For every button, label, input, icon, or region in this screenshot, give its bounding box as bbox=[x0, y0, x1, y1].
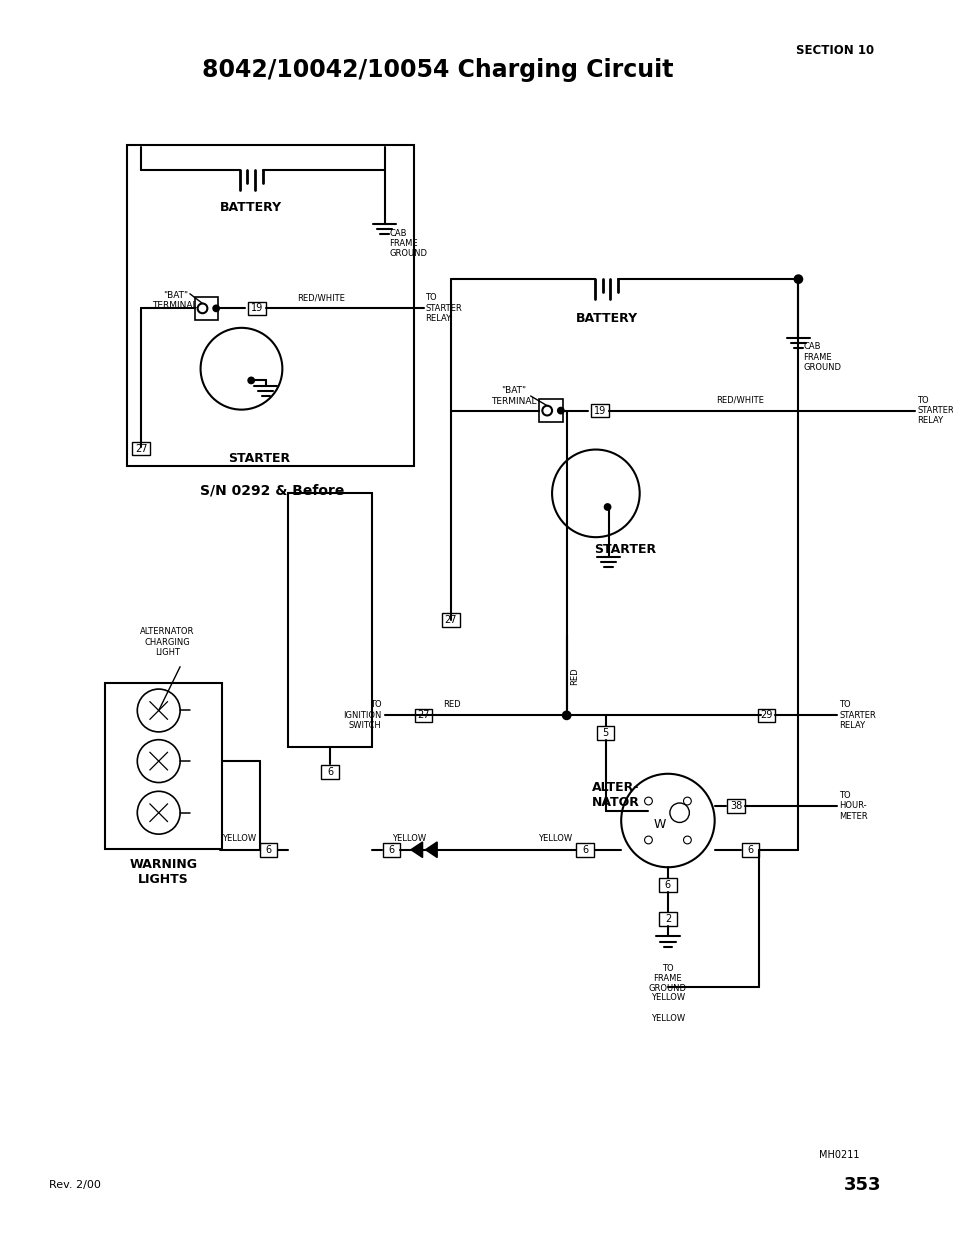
Bar bbox=[659, 878, 676, 892]
Circle shape bbox=[197, 304, 207, 314]
Bar bbox=[194, 296, 218, 320]
Circle shape bbox=[557, 406, 564, 415]
Circle shape bbox=[644, 797, 652, 805]
Text: CAB
FRAME
GROUND: CAB FRAME GROUND bbox=[802, 342, 841, 372]
Bar bbox=[288, 493, 372, 746]
Text: ALTERNATOR
CHARGING
LIGHT: ALTERNATOR CHARGING LIGHT bbox=[140, 627, 194, 657]
Text: TO
IGNITION
SWITCH: TO IGNITION SWITCH bbox=[343, 700, 381, 730]
Text: 6: 6 bbox=[664, 879, 670, 889]
Bar bbox=[127, 144, 414, 466]
Bar bbox=[105, 683, 222, 848]
Text: 38: 38 bbox=[729, 802, 741, 811]
Text: 6: 6 bbox=[747, 845, 753, 855]
Circle shape bbox=[561, 710, 571, 720]
Text: 29: 29 bbox=[760, 710, 772, 720]
Text: BATTERY: BATTERY bbox=[220, 200, 282, 214]
Circle shape bbox=[682, 797, 691, 805]
Bar bbox=[576, 844, 594, 857]
Text: CAB
FRAME
GROUND: CAB FRAME GROUND bbox=[389, 228, 427, 258]
Text: 6: 6 bbox=[265, 845, 272, 855]
Bar bbox=[591, 404, 608, 417]
Bar bbox=[415, 709, 432, 722]
Text: 19: 19 bbox=[593, 405, 605, 416]
Bar bbox=[248, 301, 266, 315]
Text: ALTER-
NATOR: ALTER- NATOR bbox=[592, 782, 639, 809]
Text: W: W bbox=[653, 818, 665, 831]
Bar bbox=[597, 726, 614, 740]
Text: 6: 6 bbox=[327, 767, 333, 777]
Text: Rev. 2/00: Rev. 2/00 bbox=[49, 1179, 100, 1189]
Circle shape bbox=[137, 689, 180, 732]
Text: TO
FRAME
GROUND: TO FRAME GROUND bbox=[648, 963, 686, 993]
Bar bbox=[382, 844, 399, 857]
Polygon shape bbox=[425, 842, 436, 857]
Text: 5: 5 bbox=[602, 727, 608, 737]
Text: 8042/10042/10054 Charging Circuit: 8042/10042/10054 Charging Circuit bbox=[202, 58, 673, 82]
Bar bbox=[757, 709, 774, 722]
Text: YELLOW: YELLOW bbox=[650, 993, 684, 1002]
Text: 2: 2 bbox=[664, 914, 670, 924]
Text: WARNING
LIGHTS: WARNING LIGHTS bbox=[130, 858, 197, 887]
Text: 27: 27 bbox=[416, 710, 430, 720]
Text: SECTION 10: SECTION 10 bbox=[796, 43, 874, 57]
Text: 19: 19 bbox=[251, 304, 263, 314]
Bar bbox=[538, 399, 562, 422]
Text: S/N 0292 & Before: S/N 0292 & Before bbox=[200, 484, 344, 498]
Text: RED: RED bbox=[570, 668, 579, 685]
Text: BATTERY: BATTERY bbox=[575, 311, 637, 325]
Circle shape bbox=[603, 503, 611, 511]
Text: RED/WHITE: RED/WHITE bbox=[716, 395, 763, 405]
Circle shape bbox=[137, 792, 180, 834]
Text: 6: 6 bbox=[388, 845, 394, 855]
Circle shape bbox=[552, 450, 639, 537]
Circle shape bbox=[620, 774, 714, 867]
Text: "BAT"
TERMINAL: "BAT" TERMINAL bbox=[152, 291, 198, 310]
Text: MH0211: MH0211 bbox=[819, 1151, 859, 1161]
Bar bbox=[726, 799, 744, 813]
Text: YELLOW: YELLOW bbox=[537, 834, 572, 844]
Circle shape bbox=[669, 803, 689, 823]
Circle shape bbox=[793, 274, 802, 284]
Text: YELLOW: YELLOW bbox=[392, 834, 426, 844]
Bar bbox=[260, 844, 277, 857]
Circle shape bbox=[247, 377, 254, 384]
Text: YELLOW: YELLOW bbox=[222, 834, 256, 844]
Text: RED/WHITE: RED/WHITE bbox=[297, 294, 345, 303]
Text: STARTER: STARTER bbox=[594, 543, 656, 556]
Polygon shape bbox=[411, 842, 422, 857]
Text: TO
STARTER
RELAY: TO STARTER RELAY bbox=[916, 395, 953, 426]
Text: 27: 27 bbox=[444, 615, 456, 625]
Text: TO
HOUR-
METER: TO HOUR- METER bbox=[839, 790, 867, 821]
Circle shape bbox=[137, 740, 180, 783]
Circle shape bbox=[682, 836, 691, 844]
Bar bbox=[741, 844, 759, 857]
Circle shape bbox=[212, 305, 220, 312]
Text: 6: 6 bbox=[581, 845, 588, 855]
Text: "BAT"
TERMINAL: "BAT" TERMINAL bbox=[491, 387, 537, 405]
Text: YELLOW: YELLOW bbox=[650, 1014, 684, 1024]
Text: STARTER: STARTER bbox=[228, 452, 290, 464]
Text: TO
STARTER
RELAY: TO STARTER RELAY bbox=[839, 700, 875, 730]
Text: 353: 353 bbox=[842, 1176, 881, 1194]
Bar bbox=[659, 911, 676, 926]
Circle shape bbox=[541, 406, 552, 415]
Text: TO
STARTER
RELAY: TO STARTER RELAY bbox=[425, 294, 462, 324]
Text: 27: 27 bbox=[134, 443, 148, 453]
Circle shape bbox=[644, 836, 652, 844]
Circle shape bbox=[200, 327, 282, 410]
Bar bbox=[321, 764, 338, 778]
Bar bbox=[132, 442, 150, 456]
Text: RED: RED bbox=[442, 699, 460, 709]
Bar bbox=[441, 613, 459, 626]
